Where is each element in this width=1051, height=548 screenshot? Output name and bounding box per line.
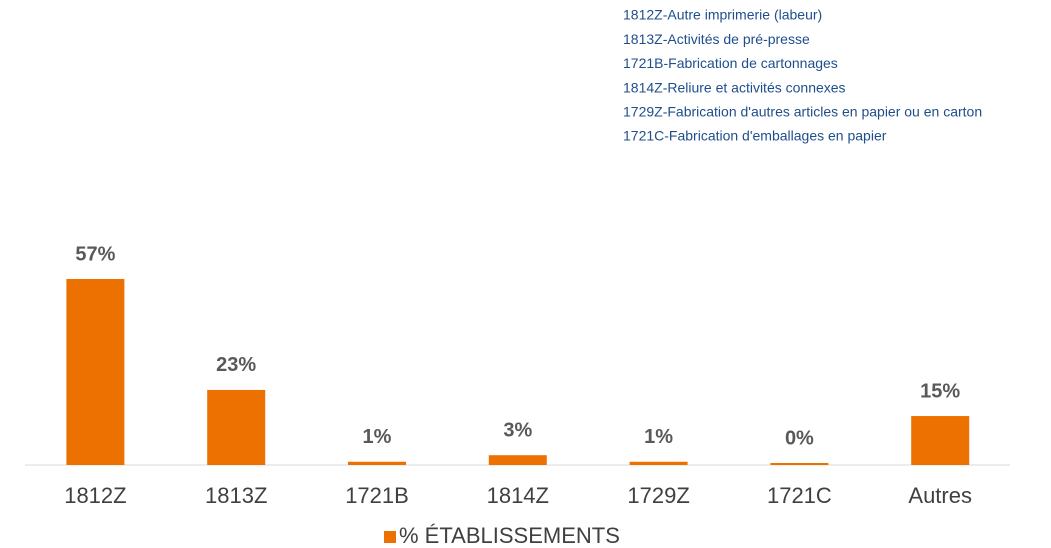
note: 1812Z-Autre imprimerie (labeur): [623, 7, 822, 23]
x-tick-label: 1721C: [767, 483, 832, 508]
note: 1721C-Fabrication d'emballages en papier: [623, 128, 887, 144]
x-tick-label: 1812Z: [64, 483, 126, 508]
x-tick-label: 1729Z: [627, 483, 689, 508]
note: 1814Z-Reliure et activités connexes: [623, 79, 846, 95]
x-tick-label: 1813Z: [205, 483, 267, 508]
x-tick-label: 1721B: [345, 483, 409, 508]
value-label: 3%: [503, 419, 532, 441]
note: 1729Z-Fabrication d'autres articles en p…: [623, 104, 982, 120]
value-label: 1%: [644, 426, 673, 448]
value-label: 57%: [75, 243, 115, 265]
bar: [911, 416, 970, 465]
note: 1721B-Fabrication de cartonnages: [623, 55, 838, 71]
bar: [629, 461, 688, 465]
bar: [66, 279, 125, 465]
value-label: 15%: [920, 380, 960, 402]
legend-swatch: [384, 531, 396, 543]
bar: [348, 461, 406, 465]
legend-label: % ÉTABLISSEMENTS: [399, 523, 620, 548]
value-label: 0%: [785, 427, 814, 449]
value-label: 1%: [363, 426, 392, 448]
value-label: 23%: [216, 354, 256, 376]
note: 1813Z-Activités de pré-presse: [623, 31, 810, 47]
bar: [488, 455, 547, 465]
bar: [770, 463, 829, 465]
bar: [207, 389, 266, 465]
x-tick-label: Autres: [908, 483, 972, 508]
x-tick-label: 1814Z: [487, 483, 549, 508]
